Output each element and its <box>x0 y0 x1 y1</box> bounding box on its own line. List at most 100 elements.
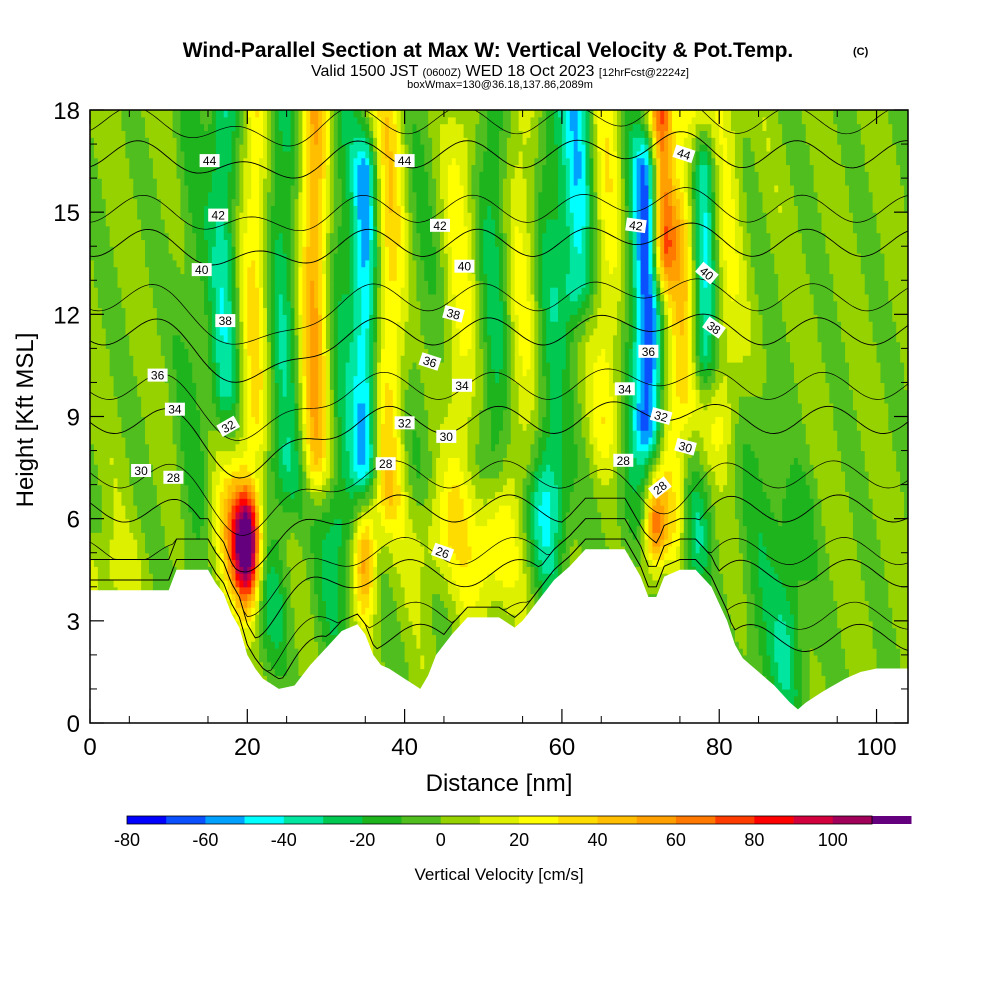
colorbar-swatch <box>715 816 755 824</box>
contour-label-text: 44 <box>203 154 217 168</box>
contour-label-text: 34 <box>168 403 182 417</box>
theta-contour-minor <box>90 518 908 617</box>
theta-contour-32 <box>90 401 908 479</box>
contour-label-text: 34 <box>455 379 469 393</box>
subtitle-date: WED 18 Oct 2023 <box>461 63 599 80</box>
subtitle-forecast: [12hrFcst@2224z] <box>599 67 689 79</box>
contour-label: 30 <box>436 429 457 444</box>
x-tick-label: 20 <box>234 734 261 761</box>
colorbar-swatch <box>519 816 559 824</box>
colorbar-swatch <box>558 816 598 824</box>
contour-label: 32 <box>216 415 241 437</box>
contour-label: 44 <box>199 154 220 168</box>
contour-label-text: 32 <box>653 408 670 425</box>
contour-label: 42 <box>208 208 229 223</box>
contour-label: 38 <box>215 314 236 328</box>
contour-label: 38 <box>702 316 726 339</box>
colorbar-frame <box>126 815 873 825</box>
colorbar-swatch <box>127 816 167 824</box>
contour-label: 42 <box>430 218 450 233</box>
contour-label-text: 36 <box>151 369 165 383</box>
colorbar-tick-label: -40 <box>271 830 297 850</box>
terrain-mask <box>90 549 908 723</box>
y-axis-label: Height [Kft MSL] <box>12 333 39 508</box>
contour-label-text: 28 <box>379 457 393 471</box>
y-tick-label: 12 <box>53 302 80 329</box>
terrain-area <box>90 549 908 723</box>
colorbar-tick-label: -80 <box>114 830 140 850</box>
colorbar-tick-label: 0 <box>436 830 446 850</box>
contour-label: 28 <box>613 453 634 468</box>
contour-label: 38 <box>442 304 465 323</box>
contour-label-text: 32 <box>398 416 412 430</box>
chart-subtitle: Valid 1500 JST (0600Z) WED 18 Oct 2023 [… <box>311 63 689 80</box>
contour-label: 36 <box>638 344 659 359</box>
colorbar-swatch <box>636 816 677 824</box>
contour-label: 34 <box>614 382 635 396</box>
colorbar-tick-label: -60 <box>192 830 218 850</box>
theta-contour-minor <box>90 187 908 232</box>
colorbar-tick-label: 60 <box>666 830 686 850</box>
contour-label: 28 <box>375 457 396 471</box>
contour-label: 30 <box>674 437 697 456</box>
theta-contour-34 <box>90 313 908 383</box>
theta-contour-minor <box>90 110 890 147</box>
colorbar-tick-label: 80 <box>744 830 764 850</box>
contour-label-text: 38 <box>445 306 462 323</box>
contour-label: 40 <box>695 261 719 285</box>
subtitle-utc: (0600Z) <box>423 67 462 79</box>
plot-area: 44 44 44 42 42 42 40 40 40 38 38 38 36 36 36 34 34 34 32 32… <box>90 110 908 723</box>
colorbar-tick-label: -20 <box>349 830 375 850</box>
colorbar-swatch <box>675 816 716 824</box>
contour-label: 42 <box>625 217 647 234</box>
contour-label-text: 40 <box>195 263 209 277</box>
colorbar-swatch <box>440 816 481 824</box>
colorbar-title: Vertical Velocity [cm/s] <box>414 865 583 884</box>
contour-label-text: 36 <box>421 353 438 371</box>
contour-label-text: 34 <box>618 382 632 396</box>
colorbar-swatch <box>754 816 794 824</box>
theta-contour-38 <box>90 131 908 179</box>
contour-label: 34 <box>164 402 185 417</box>
contour-label-text: 30 <box>677 439 694 456</box>
colorbar-tick-label: 20 <box>509 830 529 850</box>
colorbar-swatch <box>205 816 245 824</box>
x-tick-label: 100 <box>857 734 897 761</box>
colorbar-swatch <box>323 816 363 824</box>
colorbar-swatch <box>872 816 912 824</box>
contour-label-text: 30 <box>440 430 454 444</box>
contour-labels: 44 44 44 42 42 42 40 40 40 38 38 38 36 36 36 34 34 34 32 32… <box>131 144 726 562</box>
x-tick-label: 0 <box>83 734 96 761</box>
x-tick-label: 60 <box>549 734 576 761</box>
colorbar-tick-label: 40 <box>587 830 607 850</box>
contour-label: 36 <box>147 368 168 383</box>
subtitle-valid: Valid 1500 JST <box>311 63 422 80</box>
contour-label-text: 44 <box>398 154 412 168</box>
chart-title-suffix: (C) <box>853 46 869 58</box>
contour-label-text: 32 <box>219 417 238 436</box>
colorbar: -80 -60 -40 -20 0 20 40 60 80 100 <box>114 815 912 850</box>
y-tick-label: 6 <box>67 507 80 534</box>
y-tick-label: 15 <box>53 200 80 227</box>
contour-label-text: 26 <box>434 544 452 562</box>
contour-label: 34 <box>452 378 472 393</box>
contour-label: 26 <box>430 542 455 562</box>
y-tick-label: 0 <box>67 711 80 738</box>
y-tick-label: 9 <box>67 405 80 432</box>
contour-label-text: 44 <box>675 146 692 164</box>
theta-contour-36 <box>90 222 908 266</box>
colorbar-swatch <box>832 816 873 824</box>
contour-label: 32 <box>394 416 415 430</box>
contour-label: 40 <box>191 263 212 277</box>
contour-label: 40 <box>454 259 475 274</box>
contour-label: 30 <box>131 464 152 478</box>
x-axis-label: Distance [nm] <box>426 770 573 797</box>
colorbar-swatch <box>597 816 637 824</box>
theta-contour-30 <box>90 494 908 573</box>
colorbar-swatch <box>793 816 834 824</box>
contour-label-text: 36 <box>642 345 656 359</box>
theta-contour-minor <box>90 278 908 345</box>
colorbar-swatch <box>244 816 285 824</box>
contour-label: 28 <box>163 470 184 485</box>
